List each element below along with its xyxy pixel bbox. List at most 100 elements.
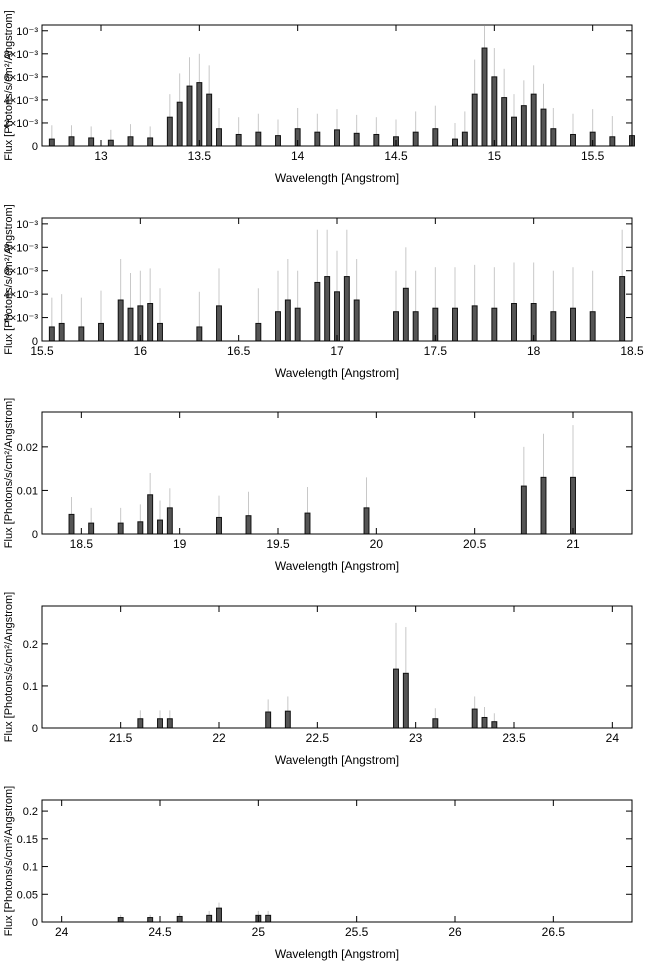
chart-panel-2: 15.5 16 16.5 17 17.5 18 18.5 0 2×10⁻³ 4×10⁻³ 6×10⁻… — [3, 204, 644, 380]
data-bar — [157, 519, 163, 535]
data-bar — [147, 137, 154, 147]
data-bar — [206, 914, 213, 923]
y-tick-label: 0.2 — [23, 639, 38, 651]
data-bar — [314, 131, 321, 147]
data-bar — [373, 133, 380, 147]
x-tick-label: 14 — [291, 149, 305, 163]
data-bar — [343, 276, 350, 342]
data-bar — [353, 132, 360, 147]
x-axis-label: Wavelength [Angstrom] — [275, 366, 399, 380]
y-tick-label: 0 — [32, 141, 38, 153]
data-bar — [255, 322, 262, 342]
y-tick-label: 0.01 — [17, 485, 38, 497]
data-bar — [147, 917, 154, 923]
data-bar — [196, 326, 203, 342]
data-bar — [196, 82, 203, 147]
y-tick-label: 8×10⁻³ — [4, 242, 39, 254]
y-tick-label: 8×10⁻³ — [4, 49, 39, 61]
x-tick-label: 22.5 — [306, 731, 330, 745]
data-bar — [570, 307, 576, 342]
data-bar — [117, 522, 124, 535]
data-bar — [127, 307, 134, 342]
data-bar — [216, 305, 222, 342]
data-bar — [275, 135, 281, 147]
data-bar — [589, 311, 596, 342]
data-bar — [68, 513, 75, 535]
data-bar — [166, 718, 173, 729]
data-bar — [176, 101, 183, 147]
x-tick-label: 26 — [448, 925, 462, 939]
y-axis-label: Flux [Photons/s/cm²/Angstrom] — [3, 592, 15, 742]
x-tick-label: 17.5 — [424, 344, 448, 358]
data-bar — [471, 708, 478, 729]
data-bar — [284, 299, 291, 342]
data-bar — [294, 307, 301, 342]
x-tick-label: 15 — [488, 149, 502, 163]
x-tick-label: 26.5 — [542, 925, 566, 939]
data-bar — [137, 718, 144, 729]
y-tick-label: 0 — [32, 529, 38, 541]
data-bar — [284, 710, 291, 729]
data-bar — [520, 105, 527, 147]
x-tick-label: 25 — [252, 925, 266, 939]
data-bar — [147, 494, 154, 535]
data-bar — [216, 128, 222, 147]
y-tick-label: 0.1 — [23, 862, 38, 874]
data-bar — [501, 97, 508, 147]
data-bar — [88, 522, 95, 535]
data-bar — [68, 136, 75, 147]
data-bar — [452, 307, 458, 342]
x-tick-label: 25.5 — [345, 925, 369, 939]
data-bar — [511, 116, 517, 147]
y-tick-label: 2×10⁻³ — [4, 118, 39, 130]
data-bar — [166, 116, 173, 147]
chart-panel-1: 13 13.5 14 14.5 15 15.5 0 2×10⁻³ 4×10⁻³ 6×10⁻³ 8×1… — [3, 10, 635, 185]
data-bar — [393, 311, 399, 342]
chart-panel-4: 21.5 22 22.5 23 23.5 24 0 0.1 0.2 Wavelength [Ang… — [3, 592, 633, 767]
x-tick-label: 18.5 — [620, 344, 644, 358]
data-bar — [58, 322, 65, 342]
data-bar — [48, 326, 55, 342]
y-tick-label: 6×10⁻³ — [4, 72, 39, 84]
y-axis-label: Flux [Photons/s/cm²/Angstrom] — [3, 204, 15, 354]
data-bar — [550, 128, 557, 147]
data-bar — [452, 138, 458, 147]
data-bar — [540, 476, 547, 535]
data-bar — [265, 711, 272, 729]
data-bar — [127, 136, 134, 147]
x-tick-label: 15.5 — [581, 149, 605, 163]
data-bar — [334, 291, 340, 342]
plot-frame — [41, 24, 633, 147]
data-bar — [520, 485, 527, 535]
y-tick-label: 0.05 — [17, 889, 38, 901]
data-bar — [166, 507, 173, 535]
x-tick-label: 18 — [527, 344, 541, 358]
data-bar — [186, 85, 193, 147]
data-bar — [619, 276, 626, 342]
data-bar — [432, 128, 439, 147]
data-bar — [412, 131, 419, 147]
x-axis-label: Wavelength [Angstrom] — [275, 559, 399, 573]
data-bar — [147, 303, 154, 342]
y-tick-label: 0.15 — [17, 834, 38, 846]
y-axis-label: Flux [Photons/s/cm²/Angstrom] — [3, 398, 15, 548]
plot-frame — [41, 799, 633, 923]
data-bar — [353, 299, 360, 342]
y-tick-label: 0 — [32, 723, 38, 735]
y-tick-label: 0 — [32, 336, 38, 348]
x-tick-label: 24 — [55, 925, 69, 939]
y-tick-label: 10⁻³ — [16, 219, 38, 231]
y-axis-label: Flux [Photons/s/cm²/Angstrom] — [3, 10, 15, 160]
x-tick-label: 20 — [370, 537, 384, 551]
x-tick-label: 20.5 — [463, 537, 487, 551]
data-bar — [107, 139, 114, 147]
data-bar — [206, 93, 213, 147]
data-bar — [216, 907, 222, 923]
y-tick-label: 0.1 — [23, 681, 38, 693]
data-bar — [491, 76, 498, 147]
data-bar — [550, 311, 557, 342]
x-tick-label: 13.5 — [188, 149, 212, 163]
data-bar — [570, 476, 576, 535]
data-bar — [402, 287, 409, 342]
data-bar — [324, 276, 331, 342]
